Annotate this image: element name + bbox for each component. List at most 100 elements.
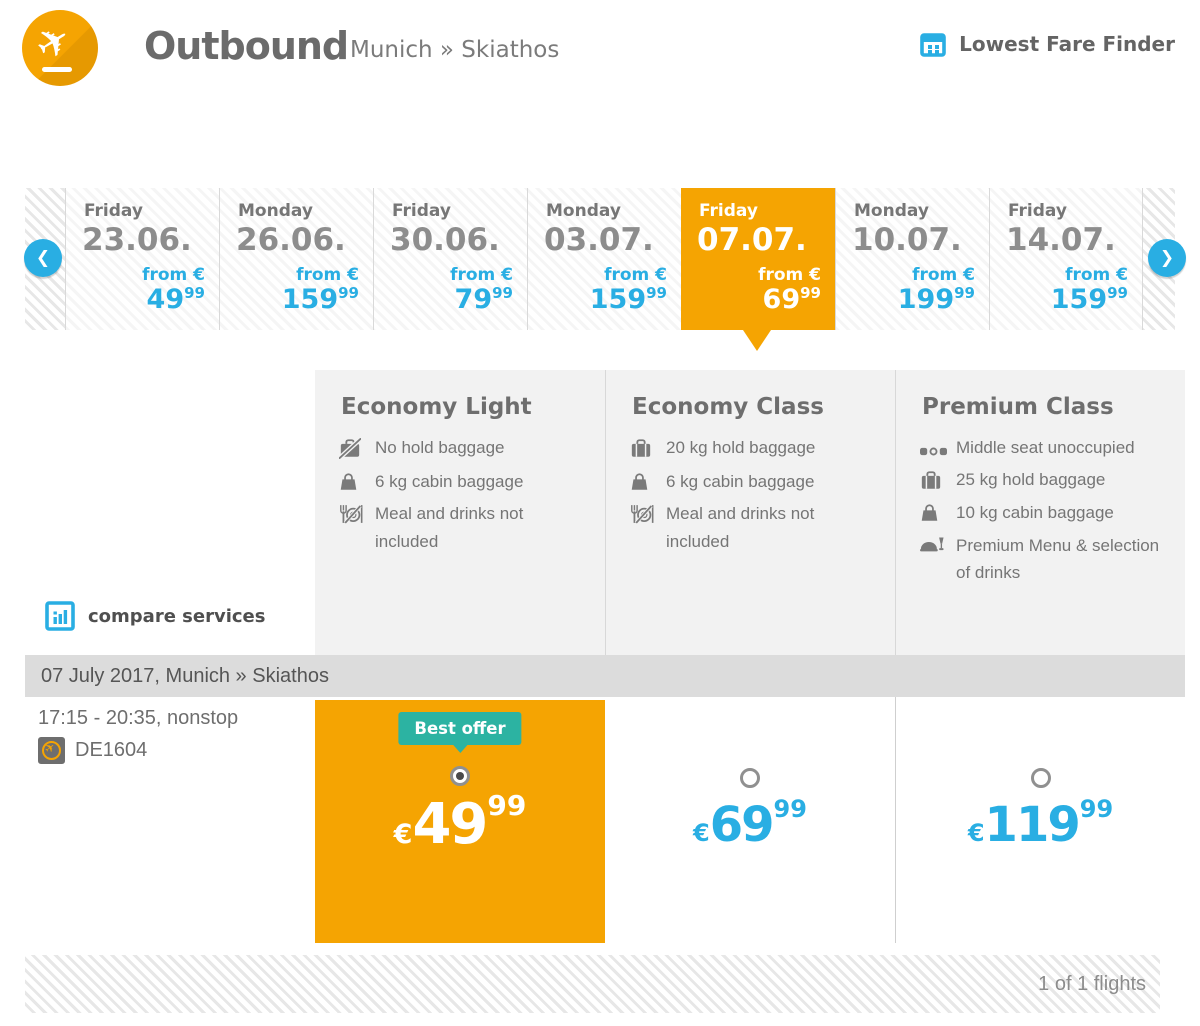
date-cell-1007[interactable]: Monday 10.07. from € 19999 — [835, 188, 989, 330]
feature-item: 10 kg cabin baggage — [920, 499, 1185, 532]
currency-symbol: € — [393, 819, 413, 850]
feature-item: 20 kg hold baggage — [630, 434, 895, 468]
from-label: from € — [296, 265, 359, 285]
feature-item: Meal and drinks not included — [339, 500, 605, 555]
fare-radio-economy-class[interactable] — [740, 768, 760, 788]
fare-radio-premium-class[interactable] — [1030, 768, 1051, 788]
flight-date-bar: 07 July 2017, Munich » Skiathos — [25, 655, 1185, 697]
carousel-next-button[interactable]: ❯ — [1148, 239, 1186, 277]
date-label: 23.06. — [82, 222, 192, 258]
cabin-baggage-icon — [920, 499, 956, 532]
feature-item: Meal and drinks not included — [630, 500, 895, 555]
compare-services-link[interactable]: compare services — [45, 601, 265, 631]
feature-item: 6 kg cabin baggage — [630, 468, 895, 501]
feature-item: Premium Menu & selection of drinks — [920, 532, 1185, 587]
day-name: Friday — [1008, 201, 1067, 221]
from-label: from € — [912, 265, 975, 285]
no-meal-icon — [630, 500, 666, 533]
hold-baggage-icon — [630, 434, 666, 468]
date-cell-1407[interactable]: Friday 14.07. from € 15999 — [989, 188, 1143, 330]
fare-option-economy-class[interactable]: €6999 — [605, 697, 895, 943]
flights-count: 1 of 1 flights — [1038, 972, 1146, 995]
date-cell-2606[interactable]: Monday 26.06. from € 15999 — [219, 188, 373, 330]
calendar-icon — [920, 33, 946, 57]
bar-chart-icon — [45, 601, 75, 631]
day-name: Friday — [392, 201, 451, 221]
airline-ring — [42, 741, 61, 760]
price-integer: 49 — [412, 792, 488, 857]
from-label: from € — [450, 265, 513, 285]
outbound-plane-logo-icon: ✈ — [22, 10, 98, 86]
no-hold-baggage-icon — [337, 434, 375, 468]
date-label: 26.06. — [236, 222, 346, 258]
fare-radio-economy-light[interactable] — [450, 766, 470, 786]
date-label: 03.07. — [544, 222, 654, 258]
premium-menu-icon — [920, 532, 956, 564]
cabin-baggage-icon — [630, 468, 666, 501]
results-footer: 1 of 1 flights — [25, 955, 1160, 1013]
feature-item: No hold baggage — [337, 434, 605, 468]
price-cents: 99 — [773, 795, 807, 823]
runway-bar — [42, 67, 72, 72]
date-price: 4999 — [146, 284, 205, 315]
fare-price-economy-light[interactable]: €4999 — [315, 792, 605, 853]
date-label: 14.07. — [1006, 222, 1116, 258]
cabin-baggage-icon — [339, 468, 375, 501]
price-integer: 69 — [709, 797, 775, 853]
carousel-prev-button[interactable]: ❮ — [24, 239, 62, 277]
feature-text: 20 kg hold baggage — [666, 438, 816, 457]
fare-price-economy-class[interactable]: €6999 — [605, 797, 895, 849]
date-price: 15999 — [589, 284, 667, 315]
flight-times: 17:15 - 20:35, nonstop — [38, 707, 239, 729]
page-title: Outbound — [144, 24, 349, 68]
fare-class-title: Economy Class — [632, 394, 824, 420]
airline-logo-icon: ✈ — [38, 737, 65, 764]
date-price: 19999 — [897, 284, 975, 315]
flight-date-text: 07 July 2017, Munich » Skiathos — [41, 664, 329, 687]
feature-text: 6 kg cabin baggage — [375, 471, 524, 491]
date-price: 6999 — [762, 284, 821, 315]
fare-price-premium-class[interactable]: €11999 — [896, 797, 1185, 849]
chevron-left-icon: ❮ — [35, 248, 51, 268]
best-offer-badge: Best offer — [398, 712, 522, 753]
price-cents: 99 — [1079, 795, 1114, 823]
feature-text: 25 kg hold baggage — [956, 469, 1106, 489]
flight-number: DE1604 — [75, 739, 148, 761]
no-meal-icon — [339, 500, 375, 533]
feature-text: Meal and drinks not included — [666, 504, 815, 551]
date-label: 30.06. — [390, 222, 500, 258]
flight-number-row: ✈ DE1604 — [38, 737, 147, 764]
from-label: from € — [758, 265, 821, 285]
date-price: 15999 — [1050, 284, 1128, 315]
route-label: Munich » Skiathos — [350, 37, 560, 63]
feature-text: 6 kg cabin baggage — [666, 471, 815, 491]
day-name: Friday — [84, 201, 143, 221]
fare-option-premium-class[interactable]: €11999 — [895, 697, 1185, 943]
feature-text: Meal and drinks not included — [375, 504, 524, 551]
lowest-fare-finder-label: Lowest Fare Finder — [959, 32, 1175, 56]
lowest-fare-finder-button[interactable]: Lowest Fare Finder — [919, 30, 1175, 58]
fare-column-economy-light: Economy Light No hold baggage — [315, 370, 605, 655]
selected-date-pointer — [743, 330, 771, 351]
date-cell-0707-selected[interactable]: Friday 07.07. from € 6999 — [681, 188, 835, 330]
date-carousel: Friday 23.06. from € 4999 Monday 26.06. … — [25, 188, 1175, 351]
compare-services-label: compare services — [88, 605, 266, 627]
feature-item: 6 kg cabin baggage — [339, 468, 605, 501]
date-label: 10.07. — [852, 222, 962, 258]
currency-symbol: € — [693, 819, 710, 847]
seat-row-icon — [920, 434, 956, 466]
day-name: Monday — [546, 201, 621, 221]
day-name: Monday — [854, 201, 929, 221]
from-label: from € — [1065, 265, 1128, 285]
date-cell-3006[interactable]: Friday 30.06. from € 7999 — [373, 188, 527, 330]
day-name: Friday — [699, 201, 758, 221]
date-cell-0307[interactable]: Monday 03.07. from € 15999 — [527, 188, 681, 330]
currency-symbol: € — [967, 819, 985, 847]
date-price: 15999 — [281, 284, 359, 315]
date-cell-2306[interactable]: Friday 23.06. from € 4999 — [65, 188, 219, 330]
fare-option-economy-light[interactable]: Best offer €4999 — [315, 700, 605, 943]
from-label: from € — [604, 265, 667, 285]
chevron-right-icon: ❯ — [1159, 248, 1175, 268]
fare-class-title: Economy Light — [341, 394, 532, 420]
